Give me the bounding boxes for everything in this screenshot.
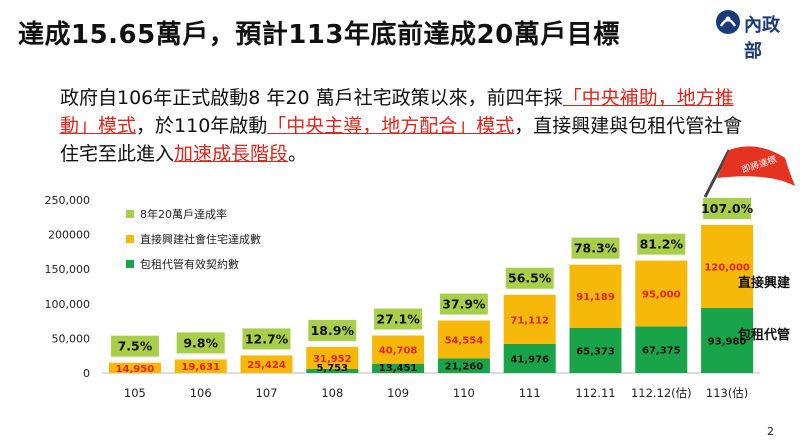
sublease-value-label: 93,980 — [708, 336, 747, 347]
sublease-value-label: 41,976 — [510, 354, 549, 365]
bar-segment-sublease — [503, 343, 556, 373]
bar-segment-construction — [372, 335, 425, 364]
x-tick-label: 105 — [124, 386, 146, 400]
construction-value-label: 120,000 — [704, 262, 750, 273]
bar-segment-sublease — [437, 358, 490, 373]
highlighted-phrase: 加速成長階段 — [174, 143, 289, 165]
legend-label: 包租代管有效契約數 — [140, 257, 239, 271]
highlighted-phrase: 「中央補助，地方推動」模式 — [60, 87, 734, 137]
bar-segment-construction — [701, 224, 754, 308]
x-tick-label: 108 — [321, 386, 343, 400]
slide-title: 達成15.65萬戶，預計113年底前達成20萬戶目標 — [18, 20, 620, 50]
x-tick-label: 110 — [453, 386, 475, 400]
rate-box — [242, 328, 291, 350]
rate-label: 12.7% — [245, 331, 289, 346]
bar-segment-construction — [240, 355, 293, 373]
sublease-value-label: 5,753 — [316, 363, 348, 374]
rate-box — [637, 233, 686, 255]
legend-label: 8年20萬戶達成率 — [140, 207, 227, 221]
rate-label: 9.8% — [183, 335, 218, 350]
y-tick-label: 50,000 — [52, 332, 91, 345]
bar-segment-sublease — [701, 307, 754, 373]
rate-box — [439, 293, 488, 315]
rate-box — [703, 197, 752, 219]
legend-label: 直接興建社會住宅達成數 — [140, 232, 261, 246]
x-tick-label: 112.11 — [575, 386, 615, 400]
construction-value-label: 54,554 — [445, 335, 484, 346]
construction-value-label: 19,631 — [181, 362, 220, 373]
sublease-value-label: 67,375 — [642, 346, 681, 357]
rate-label: 18.9% — [311, 323, 355, 338]
flag-icon — [717, 146, 796, 186]
rate-label: 7.5% — [118, 339, 153, 354]
x-tick-label: 113(估) — [706, 386, 748, 400]
page-number: 2 — [767, 425, 774, 438]
bar-segment-construction — [635, 260, 688, 327]
rate-box — [176, 332, 225, 354]
bar-segment-construction — [569, 264, 622, 328]
rate-label: 56.5% — [508, 271, 552, 286]
rate-label: 81.2% — [640, 237, 684, 252]
rate-box — [374, 308, 423, 330]
construction-value-label: 71,112 — [510, 315, 549, 326]
y-tick-label: 200000 — [48, 229, 90, 242]
construction-value-label: 31,952 — [313, 354, 352, 365]
x-tick-label: 112.12(估) — [631, 386, 692, 400]
sublease-value-label: 65,373 — [576, 346, 615, 357]
rate-box — [308, 319, 357, 341]
paragraph-text: 政府自106年正式啟動8 年20 萬戶社宅政策以來，前四年採 — [60, 87, 563, 109]
rate-box — [505, 267, 554, 289]
sublease-value-label: 21,260 — [445, 362, 484, 373]
bar-segment-construction — [108, 362, 161, 373]
rate-label: 27.1% — [376, 312, 420, 327]
right-label-sublease: 包租代管 — [738, 327, 790, 343]
highlighted-phrase: 「中央主導，地方配合」模式 — [267, 115, 515, 137]
x-tick-label: 109 — [387, 386, 409, 400]
y-tick-label: 150,000 — [45, 263, 91, 276]
ministry-logo: 內政部 — [714, 8, 786, 62]
bar-segment-construction — [503, 294, 556, 344]
paragraph-text: ，直接興建與包租代管社會住宅至此進入 — [60, 115, 743, 165]
bar-segment-construction — [174, 359, 227, 373]
legend-swatch — [126, 260, 134, 268]
rate-box — [110, 335, 159, 357]
construction-value-label: 25,424 — [247, 360, 286, 371]
x-tick-label: 106 — [190, 386, 212, 400]
legend-swatch — [126, 210, 134, 218]
bar-segment-construction — [437, 320, 490, 359]
paragraph-text: 。 — [288, 143, 308, 165]
construction-value-label: 40,708 — [379, 346, 418, 357]
construction-value-label: 95,000 — [642, 290, 681, 301]
rate-box — [571, 237, 620, 259]
x-tick-label: 111 — [519, 386, 541, 400]
bar-segment-sublease — [569, 327, 622, 373]
sublease-value-label: 13,451 — [379, 363, 418, 374]
y-tick-label: 100,000 — [45, 298, 91, 311]
construction-value-label: 91,189 — [576, 292, 615, 303]
intro-paragraph: 政府自106年正式啟動8 年20 萬戶社宅政策以來，前四年採「中央補助，地方推動… — [60, 84, 760, 168]
x-tick-label: 107 — [256, 386, 278, 400]
rate-label: 37.9% — [442, 297, 486, 312]
rate-label: 78.3% — [574, 241, 618, 256]
construction-value-label: 14,950 — [116, 364, 155, 375]
right-label-construction: 直接興建 — [738, 275, 790, 291]
rate-label: 107.0% — [701, 201, 754, 216]
flag-pole — [703, 149, 731, 198]
bar-segment-sublease — [306, 369, 359, 373]
y-tick-label: 250,000 — [45, 194, 91, 207]
paragraph-text: ，於110年啟動 — [136, 115, 268, 137]
bar-segment-construction — [306, 346, 359, 370]
bar-segment-sublease — [635, 326, 688, 373]
emblem-icon — [716, 10, 740, 34]
logo-text: 內政部 — [744, 15, 780, 62]
bar-segment-sublease — [372, 363, 425, 373]
legend-swatch — [126, 235, 134, 243]
y-tick-label: 0 — [83, 367, 90, 380]
